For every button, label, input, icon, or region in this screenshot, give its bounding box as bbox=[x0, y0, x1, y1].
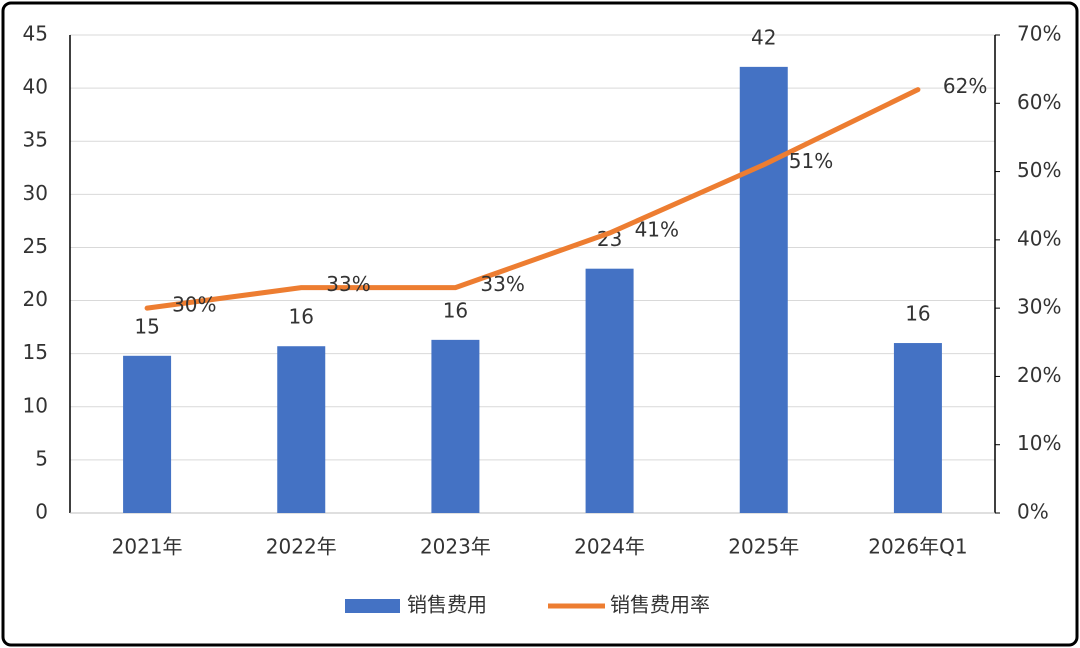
line bbox=[144, 87, 921, 311]
y2-tick-label: 30% bbox=[1017, 295, 1061, 319]
line-value-label: 62% bbox=[943, 74, 987, 98]
y2-tick-label: 60% bbox=[1017, 90, 1061, 114]
y-tick-label: 40 bbox=[23, 75, 48, 99]
line-value-label: 41% bbox=[635, 218, 679, 242]
y2-tick-label: 20% bbox=[1017, 363, 1061, 387]
legend-label: 销售费用率 bbox=[610, 593, 710, 617]
bar-value-label: 16 bbox=[905, 302, 930, 326]
x-tick-label: 2024年 bbox=[574, 535, 645, 559]
y2-tick-label: 0% bbox=[1017, 500, 1049, 524]
x-tick-label: 2025年 bbox=[728, 535, 799, 559]
bar bbox=[277, 346, 326, 513]
y2-tick-label: 70% bbox=[1017, 22, 1061, 46]
line-value-label: 33% bbox=[480, 272, 524, 296]
bar bbox=[739, 66, 788, 513]
bar-value-label: 16 bbox=[443, 298, 468, 322]
bar-value-label: 15 bbox=[134, 314, 159, 338]
y-tick-label: 25 bbox=[23, 234, 48, 258]
bar bbox=[585, 268, 634, 513]
y-tick-label: 45 bbox=[23, 22, 48, 46]
x-tick-label: 2023年 bbox=[420, 535, 491, 559]
line-value-label: 33% bbox=[326, 272, 370, 296]
x-tick-label: 2026年Q1 bbox=[868, 535, 967, 559]
x-tick-label: 2022年 bbox=[266, 535, 337, 559]
bar-value-label: 42 bbox=[751, 25, 776, 49]
y2-tick-label: 50% bbox=[1017, 158, 1061, 182]
bar bbox=[893, 343, 942, 513]
bar-value-label: 16 bbox=[289, 305, 314, 329]
line-value-label: 30% bbox=[172, 293, 216, 317]
y2-tick-label: 10% bbox=[1017, 431, 1061, 455]
y-tick-label: 10 bbox=[23, 393, 48, 417]
y-tick-label: 35 bbox=[23, 128, 48, 152]
y2-tick-label: 40% bbox=[1017, 226, 1061, 250]
line-value-label: 51% bbox=[789, 149, 833, 173]
bar bbox=[123, 355, 172, 513]
y-tick-label: 20 bbox=[23, 287, 48, 311]
bar bbox=[431, 339, 480, 513]
y-tick-label: 0 bbox=[35, 500, 48, 524]
y-tick-label: 15 bbox=[23, 340, 48, 364]
x-tick-label: 2021年 bbox=[112, 535, 183, 559]
legend-swatch bbox=[345, 599, 400, 613]
y-tick-label: 5 bbox=[35, 446, 48, 470]
legend-label: 销售费用 bbox=[407, 593, 487, 617]
y-tick-label: 30 bbox=[23, 181, 48, 205]
